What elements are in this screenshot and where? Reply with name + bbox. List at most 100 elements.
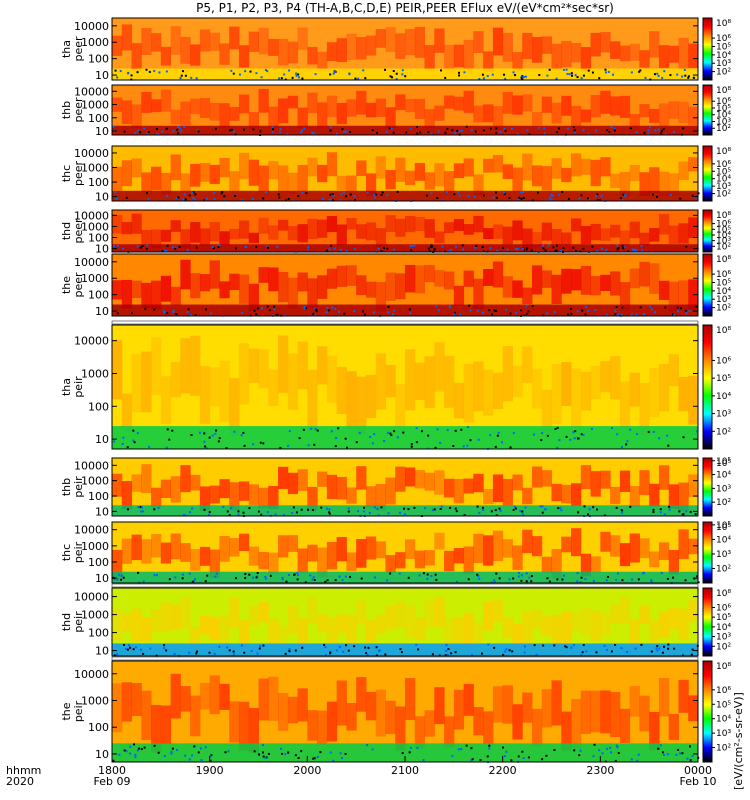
x-year-label: 2020	[6, 775, 34, 788]
colorbar-tick-label: 10³	[716, 237, 731, 247]
y-tick-label: 10000	[74, 668, 109, 681]
colorbar	[702, 324, 713, 450]
colorbar-tick-label: 10⁴	[716, 111, 731, 121]
y-tick-label: 100	[88, 176, 109, 189]
colorbar-tick-label: 10⁶	[716, 686, 731, 696]
y-tick-label: 10	[95, 505, 109, 518]
spectrogram-texture	[112, 528, 699, 579]
y-tick-label: 100	[88, 556, 109, 569]
colorbar-tick-label: 10⁵	[716, 225, 731, 235]
y-tick-label: 1000	[81, 99, 109, 112]
y-tick-label: 10	[95, 748, 109, 761]
panel-species-label: peir	[72, 376, 85, 398]
panel-species-label: peir	[72, 611, 85, 633]
panel-species-label: peir	[72, 476, 85, 498]
y-tick-label: 1000	[81, 220, 109, 233]
y-tick-label: 100	[88, 627, 109, 640]
y-tick-label: 10	[95, 645, 109, 658]
spectrogram-texture	[112, 464, 699, 512]
x-tick-label: 2100	[391, 764, 419, 777]
y-tick-label: 10	[95, 125, 109, 138]
panel-frame	[111, 145, 699, 202]
spectrogram-texture	[112, 213, 699, 250]
y-tick-label: 10000	[74, 335, 109, 348]
y-tick-label: 10000	[74, 147, 109, 160]
colorbar	[702, 660, 713, 763]
colorbar-tick-label: 10³	[716, 182, 731, 192]
panel-probe-label: thc	[60, 544, 73, 561]
colorbar-tick-label: 10³	[716, 729, 731, 739]
x-date-label: Feb 10	[680, 775, 717, 788]
panel-probe-label: thc	[60, 165, 73, 182]
y-tick-label: 1000	[81, 540, 109, 553]
y-tick-label: 100	[88, 53, 109, 66]
low-energy-floor	[112, 68, 698, 80]
colorbar-tick-label: 10⁶	[716, 34, 731, 44]
spectrogram-texture	[112, 673, 699, 753]
y-tick-label: 10000	[74, 591, 109, 604]
colorbar-label: [eV/(cm²-s-sr-eV)]	[732, 692, 745, 790]
colorbar-tick-label: 10³	[716, 550, 731, 560]
colorbar-tick-label: 10⁵	[716, 700, 731, 710]
colorbar-top-label: 10⁸	[716, 147, 731, 157]
y-tick-label: 100	[88, 112, 109, 125]
colorbar-tick-label: 10⁶	[716, 160, 731, 170]
spectrogram-texture	[112, 88, 699, 131]
colorbar-tick-label: 10³	[716, 410, 731, 420]
low-energy-floor	[112, 426, 698, 449]
colorbar-tick-label: 10⁵	[716, 374, 731, 384]
colorbar	[702, 521, 713, 584]
colorbar-tick-label: 10⁶	[716, 220, 731, 230]
panel-probe-label: thb	[60, 478, 73, 496]
panel-species-label: peer	[72, 161, 85, 187]
low-energy-floor	[112, 743, 698, 762]
y-tick-label: 1000	[81, 609, 109, 622]
colorbar-tick-label: 10²	[716, 498, 731, 508]
colorbar-top-label: 10⁸	[716, 326, 731, 336]
colorbar-tick-label: 10⁴	[716, 175, 731, 185]
y-tick-label: 1000	[81, 162, 109, 175]
x-tick-label: 1900	[196, 764, 224, 777]
spectrogram-texture	[112, 24, 699, 75]
colorbar	[702, 457, 713, 517]
colorbar-tick-label: 10²	[716, 124, 731, 134]
colorbar-top-label: 10⁸	[716, 86, 731, 96]
colorbar-tick-label: 10⁶	[716, 603, 731, 613]
panel-species-label: peer	[72, 36, 85, 62]
x-time-label: hhmm	[6, 764, 41, 777]
colorbar-tick-label: 10²	[716, 242, 731, 252]
x-tick-label: 1800	[98, 764, 126, 777]
y-tick-label: 1000	[81, 36, 109, 49]
panel-probe-label: the	[60, 276, 73, 294]
floor-speckles	[126, 505, 697, 517]
colorbar	[702, 253, 713, 317]
low-energy-floor	[112, 643, 698, 656]
y-tick-label: 1000	[81, 272, 109, 285]
panel-frame	[111, 253, 699, 317]
low-energy-floor	[112, 304, 698, 316]
panel-probe-label: thd	[60, 222, 73, 240]
colorbar-tick-label: 10⁴	[716, 287, 731, 297]
panel-probe-label: tha	[60, 378, 73, 396]
colorbar-tick-label: 10⁶	[716, 356, 731, 366]
y-tick-label: 10	[95, 69, 109, 82]
mode-bar	[111, 656, 699, 661]
x-tick-label: 2200	[489, 764, 517, 777]
x-tick-label: 2300	[586, 764, 614, 777]
colorbar-top-label: 10⁸	[716, 211, 731, 221]
colorbar-top-label: 10⁸	[716, 255, 731, 265]
low-energy-floor	[112, 125, 698, 135]
mode-bar	[111, 320, 699, 325]
y-tick-label: 10000	[74, 256, 109, 269]
low-energy-floor	[112, 244, 698, 252]
y-tick-label: 100	[88, 490, 109, 503]
panel-frame	[111, 587, 699, 657]
panel-tha-peir: 10 100 1000 10000 tha peir 10² 10³ 10⁴ 10⁵ 10⁶ 10⁸	[60, 320, 731, 450]
colorbar-tick-label: 10²	[716, 68, 731, 78]
y-tick-label: 10000	[74, 459, 109, 472]
panel-frame	[111, 324, 699, 450]
